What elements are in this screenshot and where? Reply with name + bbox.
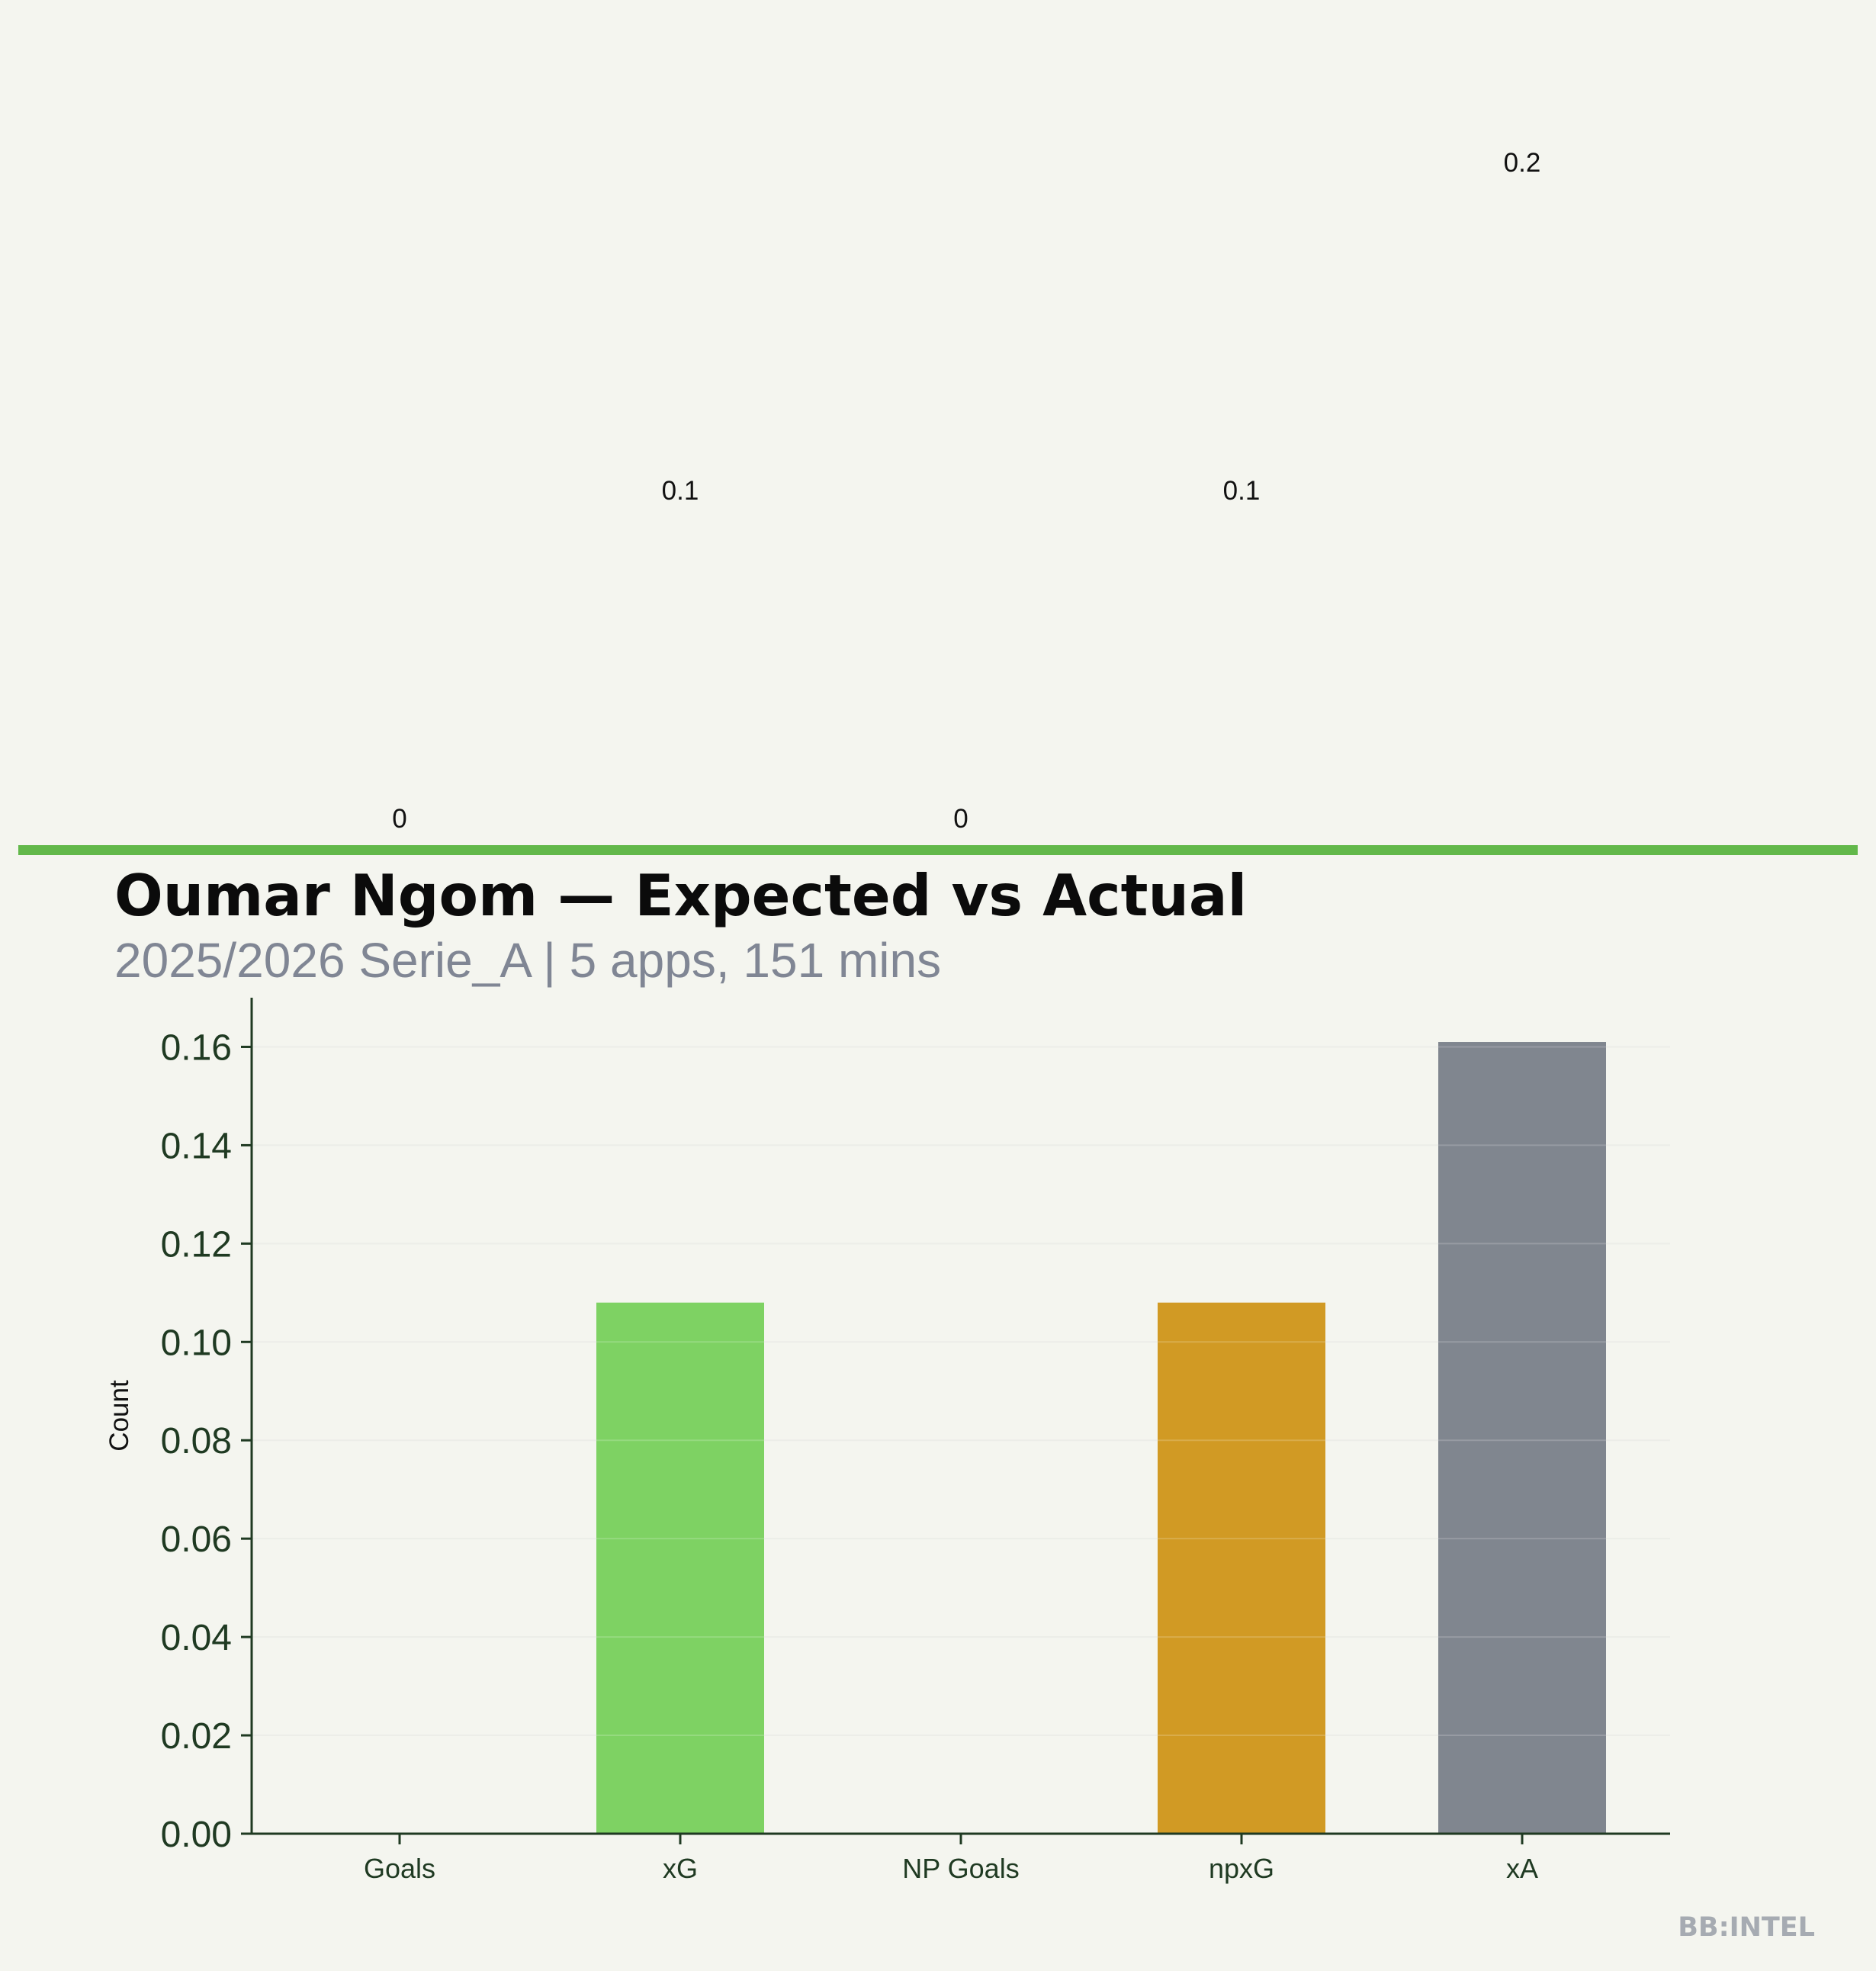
y-tick-label: 0.06 [161, 1519, 232, 1560]
y-tick-label: 0.14 [161, 1126, 232, 1166]
bar-xg [596, 1302, 764, 1834]
y-tick-label: 0.10 [161, 1323, 232, 1363]
bar-npxg [1158, 1302, 1325, 1834]
data-label: 0 [953, 804, 968, 834]
y-tick-label: 0.02 [161, 1716, 232, 1757]
chart-title: Oumar Ngom — Expected vs Actual [114, 862, 1248, 929]
data-label: 0.1 [662, 476, 699, 506]
x-tick-label: Goals [364, 1853, 435, 1884]
bar-xa [1438, 1042, 1606, 1834]
y-tick-label: 0.04 [161, 1618, 232, 1658]
accent-divider [18, 845, 1858, 855]
y-tick-label: 0.00 [161, 1815, 232, 1855]
watermark-logo: BB:INTEL [1678, 1912, 1815, 1943]
y-tick-label: 0.08 [161, 1421, 232, 1461]
y-tick-label: 0.12 [161, 1224, 232, 1265]
x-tick-label: NP Goals [902, 1853, 1019, 1884]
x-tick-label: xG [663, 1853, 698, 1884]
x-tick-label: xA [1506, 1853, 1538, 1884]
y-axis-label: Count [104, 1380, 134, 1452]
data-label: 0 [392, 804, 406, 834]
data-label: 0.2 [1504, 148, 1541, 178]
y-tick-label: 0.16 [161, 1027, 232, 1068]
data-label: 0.1 [1223, 476, 1261, 506]
chart-subtitle: 2025/2026 Serie_A | 5 apps, 151 mins [114, 933, 942, 988]
x-tick-label: npxG [1209, 1853, 1274, 1884]
